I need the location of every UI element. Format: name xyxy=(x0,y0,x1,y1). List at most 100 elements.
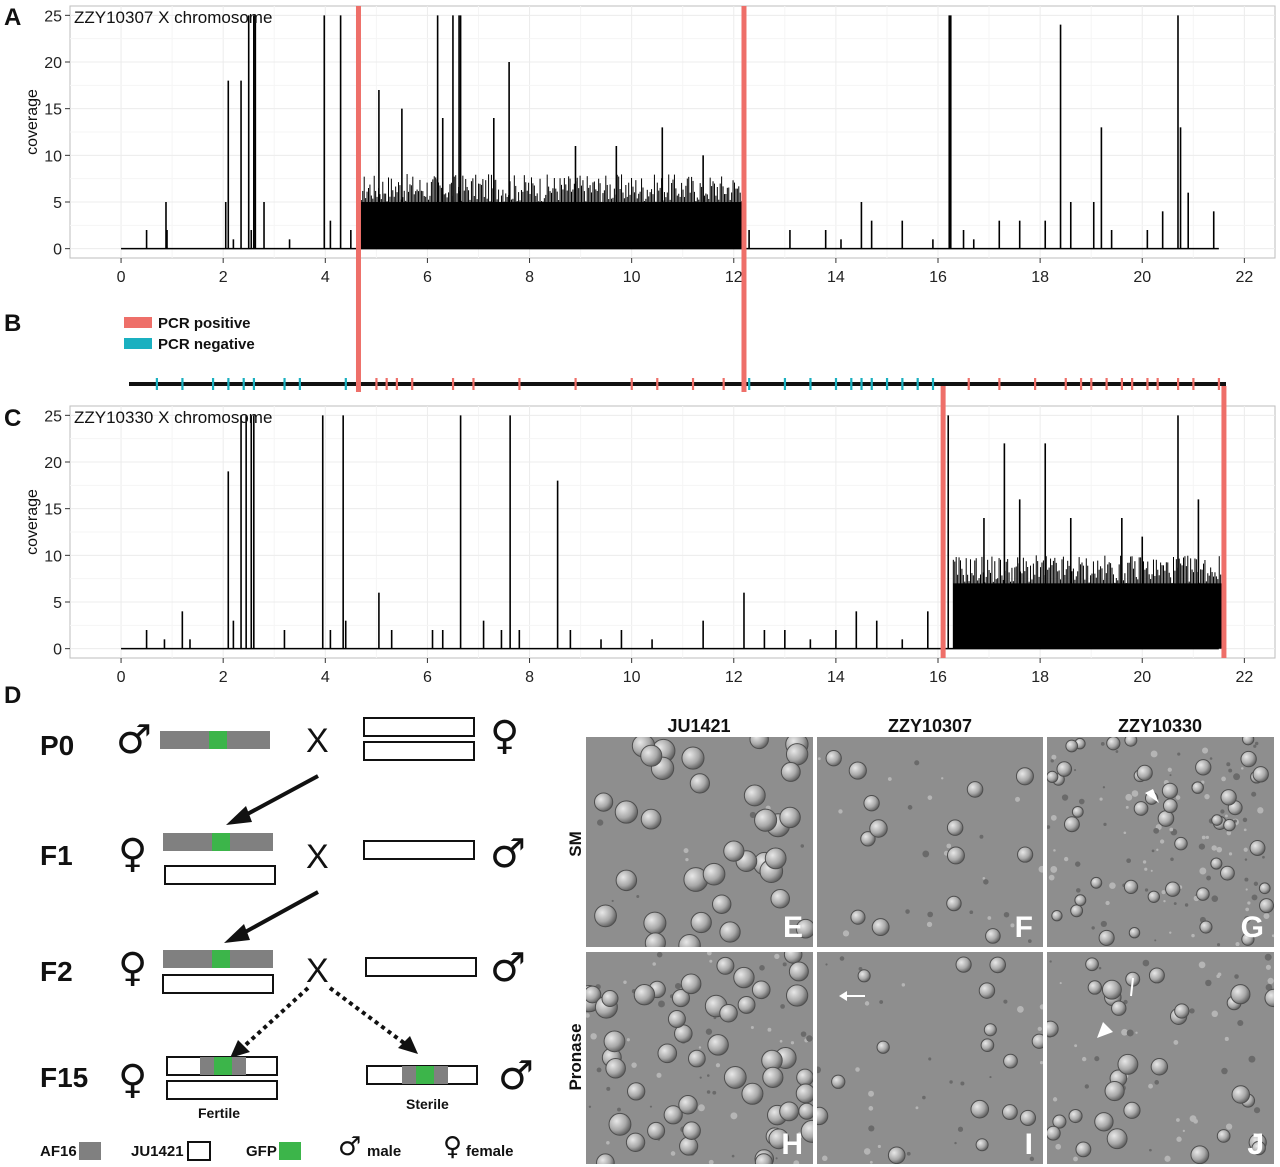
debris xyxy=(983,879,989,885)
cell xyxy=(768,1128,790,1150)
legend-gfp-swatch xyxy=(279,1142,301,1160)
pcr-marker-positive xyxy=(722,378,725,390)
debris xyxy=(957,1126,964,1132)
debris xyxy=(1059,982,1062,985)
debris xyxy=(1176,1118,1180,1122)
pcr-marker-positive xyxy=(1064,378,1067,390)
debris xyxy=(1109,882,1116,889)
cell xyxy=(1117,1053,1139,1075)
debris xyxy=(1233,773,1241,781)
pcr-marker-positive xyxy=(411,378,414,390)
legend-ju1421-swatch xyxy=(187,1141,211,1161)
debris xyxy=(858,966,863,971)
cell xyxy=(848,761,867,780)
debris xyxy=(1253,881,1259,886)
cell xyxy=(1242,737,1255,746)
debris xyxy=(877,1144,881,1149)
cell xyxy=(795,1083,813,1104)
x-tick-label: 12 xyxy=(725,269,743,286)
debris xyxy=(1074,861,1081,867)
cell xyxy=(633,984,656,1006)
cell xyxy=(741,1082,764,1105)
cell xyxy=(1251,1140,1266,1156)
axes: 0 2 4 6 8 10 12 14 16 18 20 22 0 5 10 15 20 25 xyxy=(44,8,1253,286)
cell xyxy=(640,808,662,830)
debris xyxy=(670,1151,676,1156)
p0-female-chromosome-2 xyxy=(363,741,475,761)
debris xyxy=(1247,901,1251,905)
debris xyxy=(1201,747,1209,754)
debris xyxy=(1154,1080,1160,1085)
coverage-bars xyxy=(121,15,1219,250)
debris xyxy=(779,1039,783,1043)
debris xyxy=(800,844,805,848)
cell xyxy=(1017,846,1034,863)
x-tick-label: 0 xyxy=(117,669,126,686)
pcr-marker-negative xyxy=(834,378,838,390)
cell xyxy=(1165,881,1181,897)
debris xyxy=(1061,794,1069,801)
debris xyxy=(1075,888,1081,893)
arrow-icon xyxy=(1130,977,1134,997)
debris xyxy=(1264,953,1272,961)
fertile-label: Fertile xyxy=(198,1105,241,1121)
dotted-arrow-sterile xyxy=(328,986,410,1048)
cell xyxy=(825,750,842,767)
debris xyxy=(1245,907,1250,912)
cell xyxy=(743,784,766,807)
cell xyxy=(1223,818,1236,832)
cell xyxy=(1052,1114,1067,1129)
debris xyxy=(817,1066,822,1074)
debris xyxy=(706,1090,711,1094)
debris xyxy=(1189,1008,1195,1014)
pcr-marker-positive xyxy=(656,378,659,390)
cell xyxy=(831,1074,846,1089)
dotted-arrow-fertile xyxy=(238,986,310,1052)
cell xyxy=(690,911,712,934)
pcr-marker-negative xyxy=(283,378,286,390)
debris xyxy=(1267,977,1274,985)
debris xyxy=(1125,793,1133,801)
debris xyxy=(1078,798,1085,805)
x-tick-label: 12 xyxy=(725,669,743,686)
cell xyxy=(723,840,745,862)
debris xyxy=(1228,768,1233,773)
debris xyxy=(868,1125,875,1132)
coverage-chart-zzy10307: 0 2 4 6 8 10 12 14 16 18 20 22 0 5 10 15 20 25 ZZY10307 X… xyxy=(24,5,1276,286)
debris xyxy=(1244,877,1249,882)
debris xyxy=(1047,825,1051,829)
cell xyxy=(711,894,732,914)
debris xyxy=(1144,867,1148,871)
debris xyxy=(708,1159,714,1164)
cell xyxy=(643,911,667,935)
debris xyxy=(838,809,843,814)
debris xyxy=(1126,858,1132,864)
debris xyxy=(1191,933,1195,938)
pcr-marker-negative xyxy=(850,378,853,390)
pcr-marker-positive xyxy=(1176,378,1180,390)
cell xyxy=(594,904,617,928)
cell xyxy=(798,1102,813,1120)
debris xyxy=(1156,848,1159,851)
debris xyxy=(1050,759,1054,763)
x-tick-label: 16 xyxy=(929,669,947,686)
debris xyxy=(1251,894,1258,901)
pcr-negative-swatch xyxy=(124,338,152,349)
debris xyxy=(855,1067,860,1072)
cell xyxy=(978,982,996,999)
cell xyxy=(1195,759,1212,776)
debris xyxy=(1244,858,1248,861)
axes: 0 2 4 6 8 10 12 14 16 18 20 22 0 5 10 15 20 25 xyxy=(44,408,1253,686)
cell xyxy=(680,973,702,995)
y-tick-label: 5 xyxy=(53,595,62,612)
cell xyxy=(779,1101,799,1122)
debris xyxy=(774,953,780,960)
male-icon: ♂ xyxy=(498,1053,534,1099)
cell xyxy=(1133,801,1149,816)
debris xyxy=(1243,847,1248,852)
column-title-zzy10307: ZZY10307 xyxy=(887,716,973,736)
debris xyxy=(806,1035,813,1042)
cell xyxy=(1191,781,1204,794)
debris xyxy=(1131,790,1139,797)
debris xyxy=(1209,757,1213,760)
